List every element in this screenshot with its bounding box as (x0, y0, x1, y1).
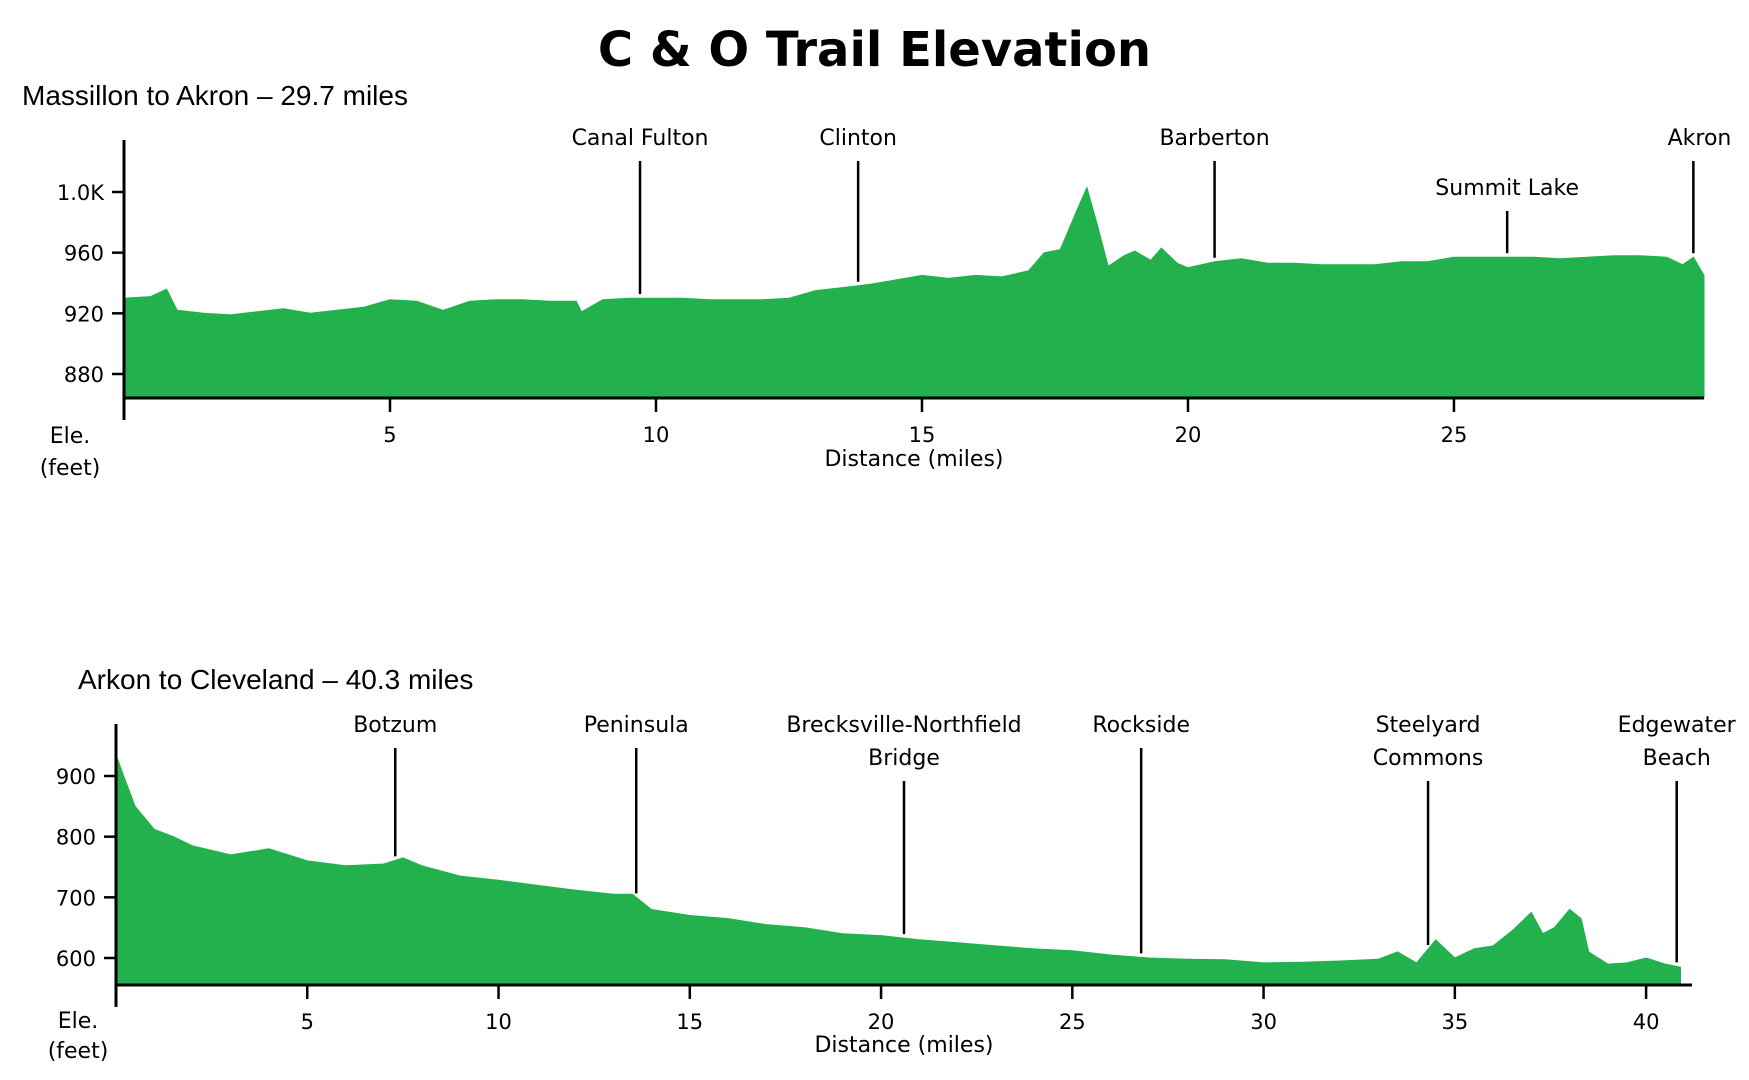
annotation-label: Summit Lake (1435, 176, 1579, 201)
y-tick-label: 800 (56, 826, 96, 850)
x-tick-label: 25 (1059, 1010, 1086, 1034)
y-axis-label: Ele. (58, 1009, 99, 1034)
annotation-label: Brecksville-Northfield (786, 713, 1021, 738)
chart-massillon-akron: 880 920 960 1.0K 5 10 15 20 25 Distance (miles) El… (40, 126, 1732, 481)
x-tick-label: 15 (676, 1010, 703, 1034)
elevation-area (115, 754, 1681, 986)
y-tick-label: 880 (64, 363, 104, 387)
y-axis-label: (feet) (48, 1039, 109, 1064)
annotation-label: Beach (1643, 746, 1711, 771)
y-axis-label: (feet) (40, 456, 101, 481)
annotation-label: Bridge (868, 746, 940, 771)
x-tick-label: 5 (383, 423, 396, 447)
annotation-label: Canal Fulton (572, 126, 709, 151)
x-tick-label: 30 (1250, 1010, 1277, 1034)
y-tick-label: 600 (56, 947, 96, 971)
chart-2-subtitle: Arkon to Cleveland – 40.3 miles (78, 664, 474, 695)
x-tick-label: 25 (1441, 423, 1468, 447)
annotation-label: Edgewater (1618, 713, 1737, 738)
x-tick-label: 15 (909, 423, 936, 447)
x-axis-label: Distance (miles) (824, 447, 1003, 472)
chart-akron-cleveland: 600 700 800 900 5 10 15 20 25 30 35 40 Distance (mil… (48, 713, 1737, 1064)
annotation-label: Clinton (819, 126, 897, 151)
y-tick-label: 700 (56, 886, 96, 910)
x-tick-label: 10 (643, 423, 670, 447)
annotation-label: Botzum (353, 713, 437, 738)
x-axis-label: Distance (miles) (814, 1033, 993, 1058)
x-tick-label: 5 (301, 1010, 314, 1034)
chart-title: C & O Trail Elevation (597, 22, 1152, 78)
annotation-label: Akron (1668, 126, 1732, 151)
y-tick-label: 1.0K (57, 181, 105, 205)
annotation-label: Barberton (1159, 126, 1269, 151)
annotation-label: Rockside (1092, 713, 1190, 738)
y-tick-label: 900 (56, 765, 96, 789)
x-tick-label: 20 (1175, 423, 1202, 447)
x-tick-label: 20 (868, 1010, 895, 1034)
y-tick-label: 920 (64, 302, 104, 326)
y-tick-label: 960 (64, 242, 104, 266)
chart-1-subtitle: Massillon to Akron – 29.7 miles (22, 80, 408, 111)
annotation-label: Steelyard (1376, 713, 1481, 738)
y-axis-label: Ele. (50, 424, 91, 449)
annotation-label: Peninsula (584, 713, 689, 738)
elevation-area (123, 186, 1705, 399)
x-tick-label: 10 (485, 1010, 512, 1034)
x-tick-label: 35 (1441, 1010, 1468, 1034)
annotation-label: Commons (1373, 746, 1484, 771)
x-tick-label: 40 (1633, 1010, 1660, 1034)
